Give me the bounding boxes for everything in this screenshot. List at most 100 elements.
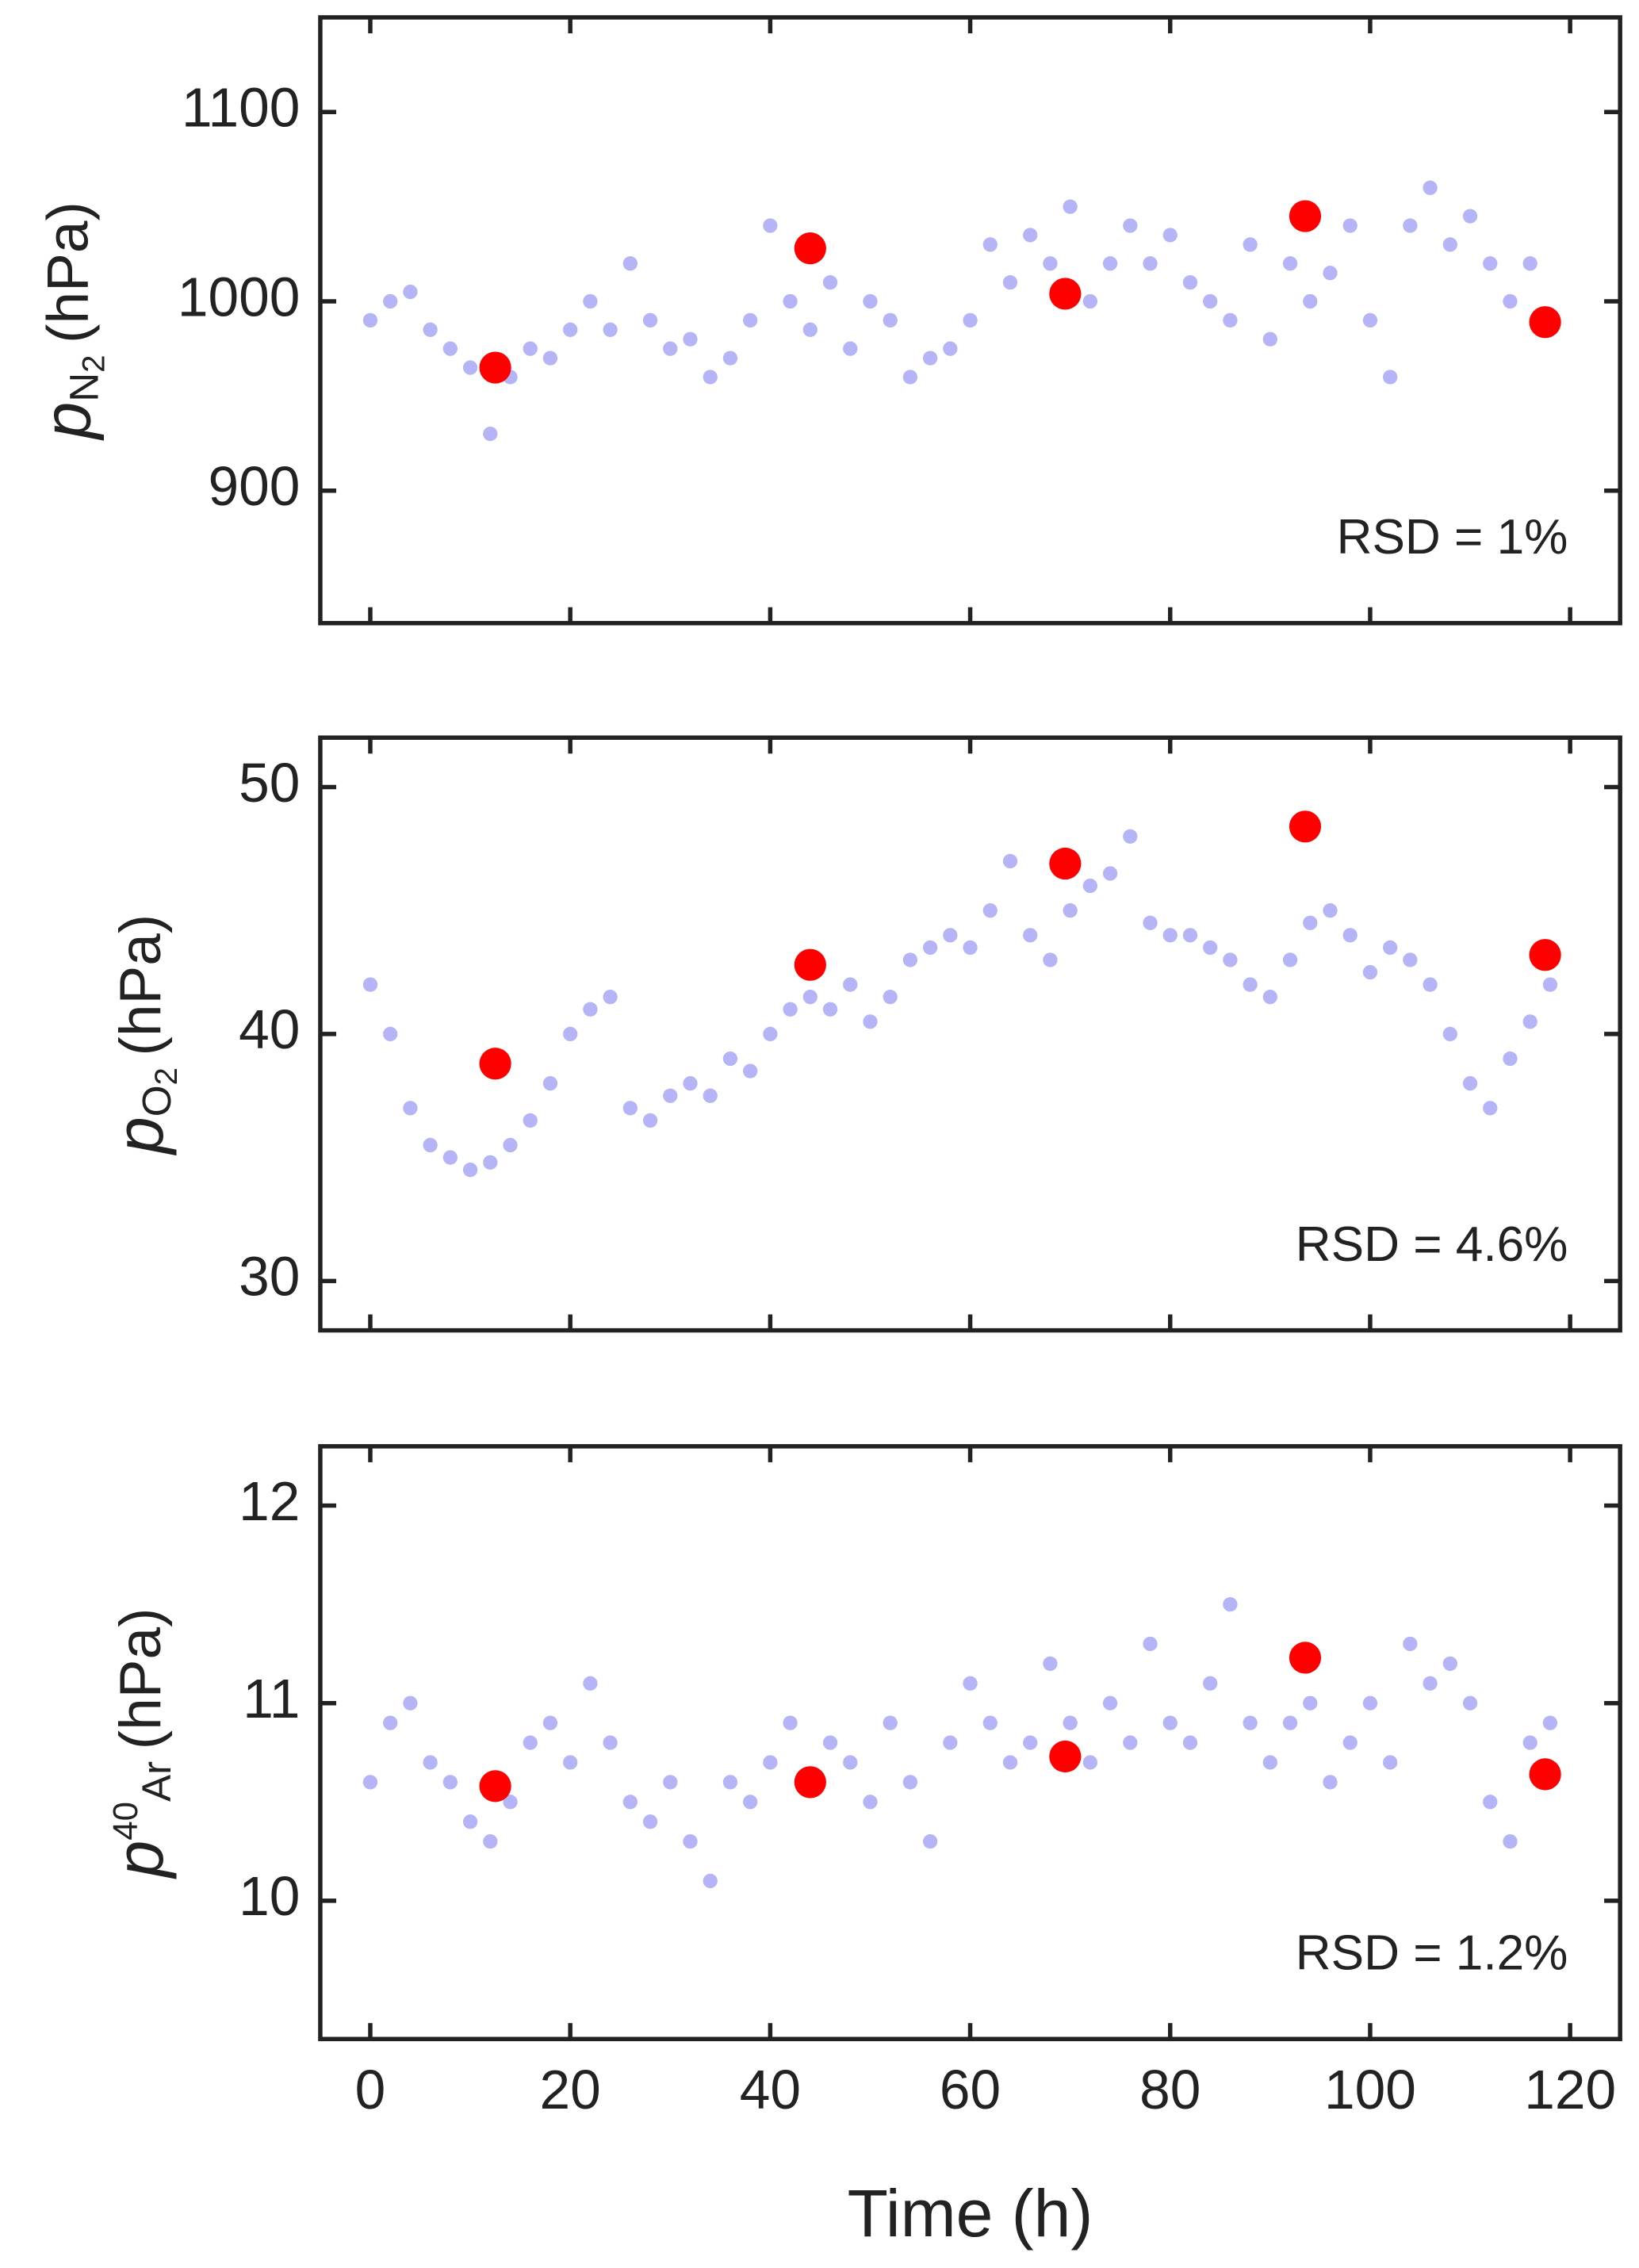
x-tick-label: 100 — [1324, 2059, 1416, 2121]
data-point — [1282, 952, 1298, 967]
data-point — [403, 284, 418, 300]
data-point — [403, 1695, 418, 1711]
data-point — [703, 1088, 718, 1103]
highlight-point — [794, 232, 826, 265]
plot-frame — [318, 735, 1622, 1333]
data-point — [563, 1026, 578, 1042]
data-point — [622, 1101, 638, 1116]
data-point — [703, 1873, 718, 1889]
data-point — [542, 351, 558, 366]
data-point — [1063, 903, 1078, 918]
data-point — [1282, 256, 1298, 271]
data-point — [1323, 903, 1338, 918]
data-point — [583, 1676, 598, 1691]
data-point — [982, 1715, 998, 1730]
data-point — [922, 1833, 938, 1849]
data-point — [1043, 952, 1058, 967]
highlight-point — [1289, 1642, 1322, 1674]
data-point — [1182, 274, 1198, 290]
data-point — [462, 360, 478, 375]
y-label-sub: N — [61, 373, 106, 402]
data-point — [523, 341, 538, 356]
data-point — [1442, 1656, 1457, 1672]
data-point — [1342, 928, 1358, 943]
data-point — [442, 341, 458, 356]
data-point — [1362, 312, 1378, 328]
data-point — [1082, 1755, 1098, 1770]
data-point — [863, 293, 878, 309]
data-point — [783, 293, 798, 309]
annotation: RSD = 1.2% — [1296, 1925, 1568, 1980]
data-point — [1262, 990, 1277, 1005]
data-point — [403, 1101, 418, 1116]
data-point — [1403, 952, 1418, 967]
data-point — [902, 370, 918, 385]
data-point — [1423, 977, 1438, 992]
data-point — [483, 1155, 498, 1170]
x-tick-label: 60 — [940, 2059, 1001, 2121]
data-point — [483, 426, 498, 442]
data-point — [1522, 256, 1538, 271]
data-point — [383, 1715, 398, 1730]
x-tick-label: 0 — [355, 2059, 386, 2121]
data-point — [1503, 293, 1518, 309]
data-point — [523, 1735, 538, 1750]
data-point — [743, 1063, 758, 1078]
data-point — [1243, 237, 1258, 252]
data-point — [1522, 1014, 1538, 1029]
data-point — [722, 1051, 738, 1067]
y-label-subsub: Ar — [134, 1761, 179, 1802]
data-point — [843, 977, 858, 992]
data-point — [822, 1735, 838, 1750]
data-point — [1262, 331, 1277, 347]
data-point — [1442, 237, 1457, 252]
plot-frame — [318, 1444, 1622, 2041]
data-point — [663, 1775, 678, 1790]
data-point — [642, 312, 658, 328]
data-point — [1223, 1597, 1238, 1612]
highlight-point — [1529, 939, 1561, 971]
data-point — [963, 1676, 978, 1691]
data-point — [622, 1795, 638, 1810]
highlight-point — [1289, 200, 1322, 232]
data-point — [802, 322, 818, 337]
data-point — [1362, 1695, 1378, 1711]
data-point — [1542, 977, 1558, 992]
y-axis-label: p40Ar (hPa) — [102, 1608, 179, 1880]
data-point — [1462, 209, 1478, 224]
data-point — [1483, 1795, 1498, 1810]
data-point — [542, 1076, 558, 1091]
data-point — [423, 1755, 438, 1770]
data-point — [603, 990, 618, 1005]
data-point — [1303, 1695, 1318, 1711]
y-label-subsub: 2 — [75, 355, 111, 373]
data-point — [663, 341, 678, 356]
data-point — [743, 1795, 758, 1810]
data-point — [982, 903, 998, 918]
data-point — [1223, 312, 1238, 328]
highlight-point — [1049, 278, 1082, 310]
data-point — [1063, 199, 1078, 214]
data-point — [963, 940, 978, 956]
highlight-point — [1529, 306, 1561, 339]
data-point — [1023, 228, 1038, 243]
annotation: RSD = 4.6% — [1296, 1217, 1568, 1272]
data-point — [1383, 370, 1398, 385]
data-point — [1503, 1051, 1518, 1067]
data-point — [1323, 266, 1338, 281]
data-point — [1223, 952, 1238, 967]
data-point — [883, 990, 898, 1005]
y-tick-label: 30 — [239, 1246, 300, 1308]
data-point — [1303, 915, 1318, 930]
data-point — [783, 1715, 798, 1730]
data-point — [1442, 1026, 1457, 1042]
data-point — [383, 1026, 398, 1042]
data-point — [943, 1735, 958, 1750]
data-point — [863, 1795, 878, 1810]
data-point — [1423, 1676, 1438, 1691]
data-point — [883, 312, 898, 328]
x-tick-label: 80 — [1139, 2059, 1201, 2121]
data-point — [1462, 1695, 1478, 1711]
data-point — [1342, 1735, 1358, 1750]
data-point — [743, 312, 758, 328]
